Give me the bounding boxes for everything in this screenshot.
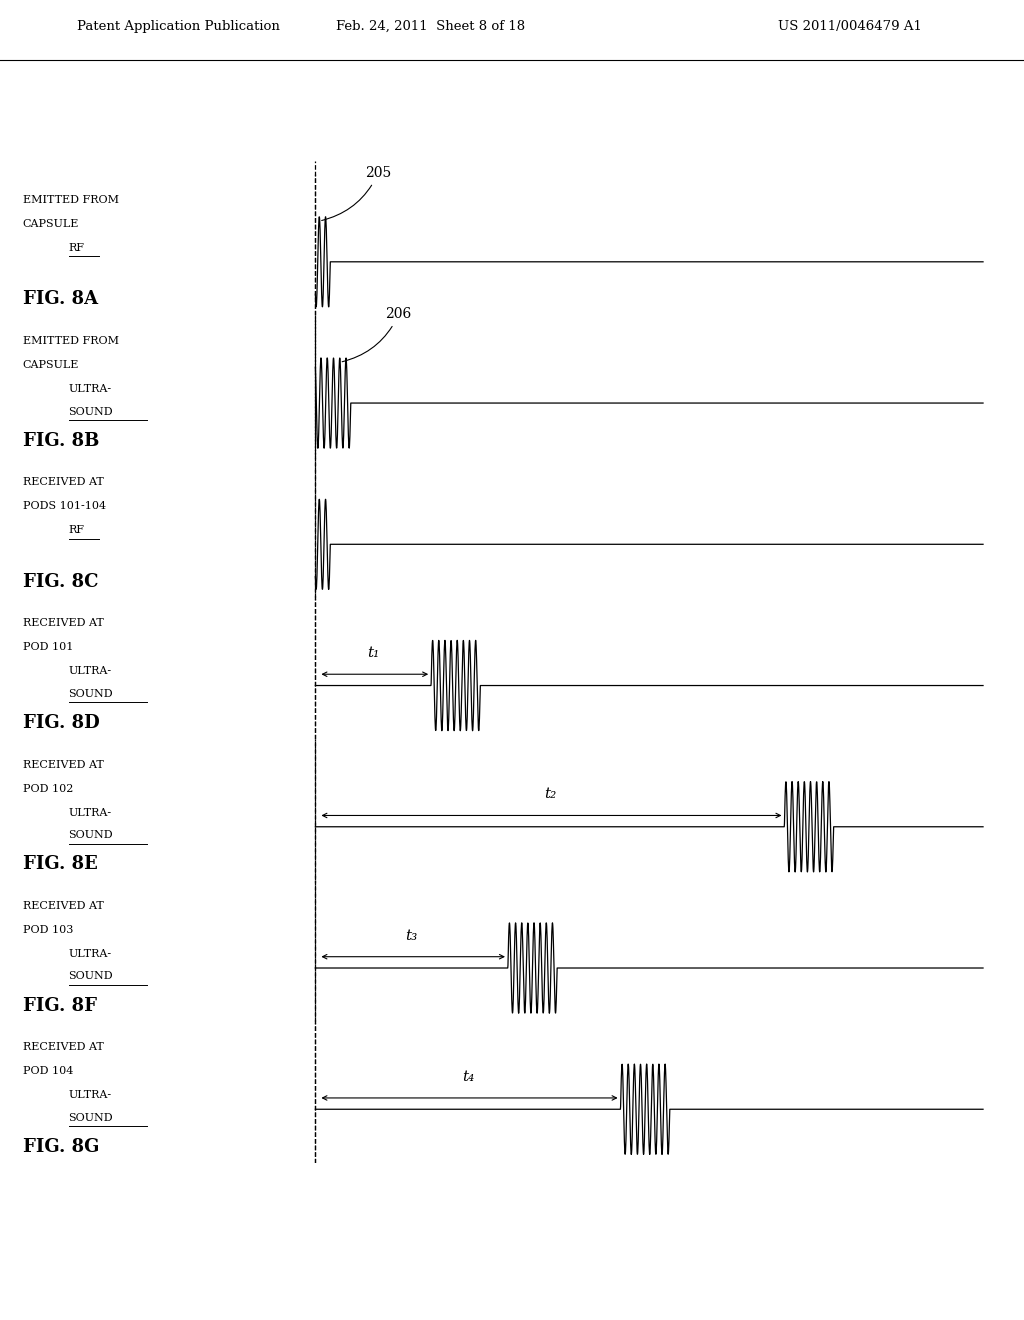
Text: ULTRA-: ULTRA- xyxy=(69,667,112,676)
Text: US 2011/0046479 A1: US 2011/0046479 A1 xyxy=(778,20,923,33)
Text: FIG. 8F: FIG. 8F xyxy=(23,997,96,1015)
Text: EMITTED FROM: EMITTED FROM xyxy=(23,335,119,346)
Text: FIG. 8E: FIG. 8E xyxy=(23,855,97,874)
Text: SOUND: SOUND xyxy=(69,972,114,982)
Text: POD 104: POD 104 xyxy=(23,1067,73,1076)
Text: RECEIVED AT: RECEIVED AT xyxy=(23,1041,103,1052)
Text: POD 102: POD 102 xyxy=(23,784,73,793)
Text: SOUND: SOUND xyxy=(69,407,114,417)
Text: t₄: t₄ xyxy=(462,1069,474,1084)
Text: RECEIVED AT: RECEIVED AT xyxy=(23,759,103,770)
Text: ULTRA-: ULTRA- xyxy=(69,1090,112,1100)
Text: t₁: t₁ xyxy=(368,645,379,660)
Text: t₂: t₂ xyxy=(544,787,556,801)
Text: RECEIVED AT: RECEIVED AT xyxy=(23,618,103,628)
Text: ULTRA-: ULTRA- xyxy=(69,949,112,958)
Text: POD 101: POD 101 xyxy=(23,643,73,652)
Text: RF: RF xyxy=(69,525,85,535)
Text: PODS 101-104: PODS 101-104 xyxy=(23,502,105,511)
Text: FIG. 8G: FIG. 8G xyxy=(23,1138,99,1156)
Text: Patent Application Publication: Patent Application Publication xyxy=(77,20,280,33)
Text: FIG. 8B: FIG. 8B xyxy=(23,432,99,450)
Text: ULTRA-: ULTRA- xyxy=(69,384,112,393)
Text: CAPSULE: CAPSULE xyxy=(23,219,79,228)
Text: SOUND: SOUND xyxy=(69,1113,114,1123)
Text: EMITTED FROM: EMITTED FROM xyxy=(23,194,119,205)
Text: Feb. 24, 2011  Sheet 8 of 18: Feb. 24, 2011 Sheet 8 of 18 xyxy=(336,20,524,33)
Text: ULTRA-: ULTRA- xyxy=(69,808,112,817)
Text: 206: 206 xyxy=(342,308,412,362)
Text: CAPSULE: CAPSULE xyxy=(23,360,79,370)
Text: 205: 205 xyxy=(322,166,391,220)
Text: SOUND: SOUND xyxy=(69,689,114,700)
Text: FIG. 8C: FIG. 8C xyxy=(23,573,98,591)
Text: SOUND: SOUND xyxy=(69,830,114,841)
Text: RF: RF xyxy=(69,243,85,252)
Text: RECEIVED AT: RECEIVED AT xyxy=(23,477,103,487)
Text: FIG. 8D: FIG. 8D xyxy=(23,714,99,733)
Text: RECEIVED AT: RECEIVED AT xyxy=(23,900,103,911)
Text: FIG. 8A: FIG. 8A xyxy=(23,290,97,309)
Text: POD 103: POD 103 xyxy=(23,925,73,935)
Text: t₃: t₃ xyxy=(406,928,418,942)
